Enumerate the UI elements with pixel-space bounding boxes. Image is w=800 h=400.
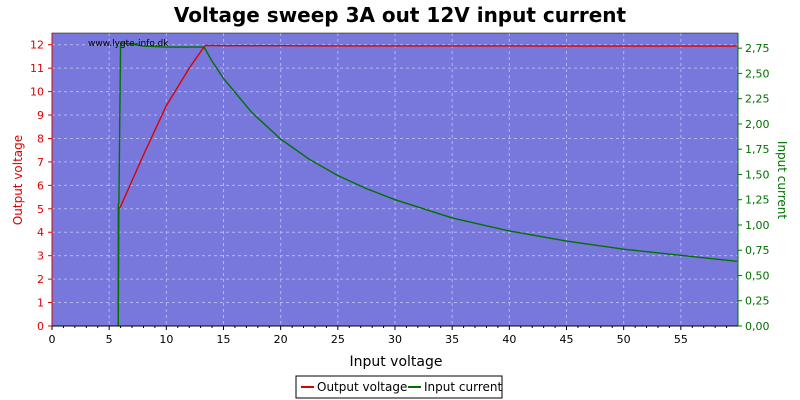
legend: Output voltage Input current bbox=[295, 375, 503, 399]
series-output-voltage-line bbox=[117, 44, 737, 326]
y-left-tick-label: 8 bbox=[37, 132, 44, 145]
y-left-tick-label: 3 bbox=[37, 250, 44, 263]
x-axis-label: Input voltage bbox=[349, 354, 442, 370]
x-tick-label: 45 bbox=[560, 333, 574, 346]
y-right-tick-label: 2,75 bbox=[745, 42, 770, 55]
y-axis-right-label: Input current bbox=[775, 141, 789, 219]
y-left-tick-label: 7 bbox=[37, 156, 44, 169]
y-right-tick-label: 0,00 bbox=[745, 320, 770, 333]
x-tick-label: 30 bbox=[388, 333, 402, 346]
x-tick-label: 55 bbox=[674, 333, 688, 346]
y-right-tick-label: 2,25 bbox=[745, 93, 770, 106]
y-left-tick-label: 4 bbox=[37, 226, 44, 239]
y-axis-left-label: Output voltage bbox=[11, 135, 25, 225]
legend-box bbox=[295, 375, 503, 399]
y-right-tick-label: 1,25 bbox=[745, 194, 770, 207]
y-left-tick-label: 9 bbox=[37, 109, 44, 122]
legend-label-output-voltage: Output voltage bbox=[317, 380, 407, 394]
x-tick-label: 40 bbox=[502, 333, 516, 346]
y-right-tick-label: 0,25 bbox=[745, 295, 770, 308]
axes: 0 5 10 15 20 25 30 35 40 45 50 5501234567891011120,… bbox=[30, 32, 770, 346]
y-right-tick-label: 2,50 bbox=[745, 67, 770, 80]
y-right-tick-label: 0,75 bbox=[745, 244, 770, 257]
y-left-tick-label: 2 bbox=[37, 273, 44, 286]
y-right-tick-label: 1,75 bbox=[745, 143, 770, 156]
x-tick-label: 20 bbox=[274, 333, 288, 346]
x-tick-label: 35 bbox=[445, 333, 459, 346]
y-left-tick-label: 6 bbox=[37, 179, 44, 192]
y-right-tick-label: 1,50 bbox=[745, 168, 770, 181]
y-left-tick-label: 12 bbox=[30, 39, 44, 52]
legend-label-input-current: Input current bbox=[424, 380, 502, 394]
x-tick-label: 50 bbox=[617, 333, 631, 346]
y-right-tick-label: 2,00 bbox=[745, 118, 770, 131]
x-tick-label: 25 bbox=[331, 333, 345, 346]
x-tick-label: 0 bbox=[49, 333, 56, 346]
y-left-tick-label: 11 bbox=[30, 62, 44, 75]
x-tick-label: 5 bbox=[106, 333, 113, 346]
x-tick-label: 15 bbox=[217, 333, 231, 346]
grid-lines bbox=[52, 33, 738, 326]
y-right-tick-label: 1,00 bbox=[745, 219, 770, 232]
y-left-tick-label: 10 bbox=[30, 86, 44, 99]
y-left-tick-label: 5 bbox=[37, 203, 44, 216]
series-input-current-line bbox=[117, 42, 737, 326]
chart-title: Voltage sweep 3A out 12V input current bbox=[174, 3, 627, 27]
y-left-tick-label: 0 bbox=[37, 320, 44, 333]
y-right-tick-label: 0,50 bbox=[745, 269, 770, 282]
x-tick-label: 10 bbox=[159, 333, 173, 346]
series-layer bbox=[117, 42, 737, 326]
y-left-tick-label: 1 bbox=[37, 297, 44, 310]
watermark-text: www.lygte-info.dk bbox=[88, 39, 169, 49]
